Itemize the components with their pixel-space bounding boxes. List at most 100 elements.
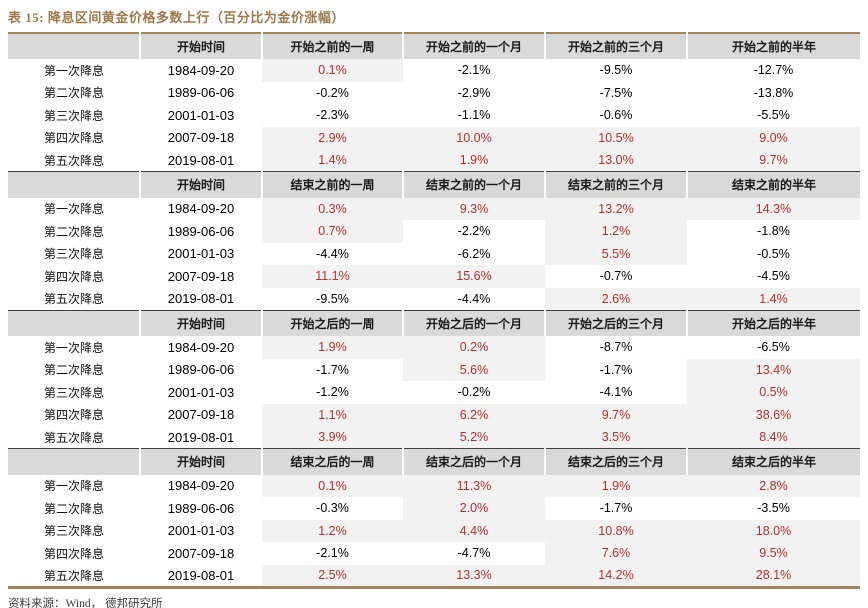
value-cell: 0.7% <box>262 220 403 243</box>
header-cell: 开始时间 <box>139 309 262 336</box>
value-cell: 1.9% <box>545 474 687 497</box>
table-row: 第一次降息 1984-09-20 1.9% 0.2% -8.7% -6.5% <box>8 336 860 359</box>
value-cell: 2.8% <box>687 474 860 497</box>
header-cell-blank <box>8 448 140 475</box>
section-1-header-row: 开始时间 开始之前的一周 开始之前的一个月 开始之前的三个月 开始之前的半年 <box>8 32 860 59</box>
value-cell: -9.5% <box>599 63 633 78</box>
start-date-cell: 2007-09-18 <box>167 407 235 423</box>
value-cell: 1.4% <box>262 149 403 172</box>
row-label: 第四次降息 <box>43 546 104 561</box>
value-cell: -2.9% <box>457 85 491 100</box>
row-label: 第一次降息 <box>43 479 104 494</box>
row-label: 第二次降息 <box>43 86 104 101</box>
value-cell: -7.5% <box>599 85 633 100</box>
row-label: 第三次降息 <box>43 385 104 400</box>
row-label: 第二次降息 <box>43 501 104 516</box>
value-cell: -6.5% <box>757 340 790 355</box>
start-date-cell: 2019-08-01 <box>167 429 235 445</box>
value-cell: 5.5% <box>545 242 687 265</box>
header-cell: 开始时间 <box>139 171 262 198</box>
value-cell: 11.3% <box>403 474 545 497</box>
table-row: 第二次降息 1989-06-06 0.7% -2.2% 1.2% -1.8% <box>8 220 860 243</box>
value-cell: -1.8% <box>757 224 790 239</box>
value-cell: 28.1% <box>687 564 860 587</box>
value-cell: 1.9% <box>403 149 545 172</box>
value-cell: -0.2% <box>457 385 491 400</box>
value-cell: 1.9% <box>262 336 403 359</box>
value-cell: -2.1% <box>316 546 349 561</box>
start-date-cell: 1984-09-20 <box>167 339 235 355</box>
row-label: 第四次降息 <box>43 269 104 284</box>
value-cell: 0.2% <box>403 336 545 359</box>
value-cell: 0.5% <box>687 381 860 404</box>
value-cell: 7.6% <box>545 542 687 565</box>
header-cell: 开始之前的三个月 <box>544 32 687 59</box>
value-cell: 10.0% <box>403 126 545 149</box>
value-cell: -8.7% <box>599 340 633 355</box>
value-cell: -2.3% <box>316 108 349 123</box>
row-label: 第二次降息 <box>43 224 104 239</box>
value-cell: 1.4% <box>687 287 860 310</box>
value-cell: 9.0% <box>687 126 860 149</box>
section-2-header-row: 开始时间 结束之前的一周 结束之前的一个月 结束之前的三个月 结束之前的半年 <box>8 171 860 198</box>
header-cell: 结束之前的一周 <box>261 171 403 198</box>
value-cell: 13.3% <box>403 564 545 587</box>
table-row: 第四次降息 2007-09-18 -2.1% -4.7% 7.6% 9.5% <box>8 542 860 565</box>
section-4-header-row: 开始时间 结束之后的一周 结束之后的一个月 结束之后的三个月 结束之后的半年 <box>8 448 860 475</box>
value-cell: -1.2% <box>316 385 349 400</box>
value-cell: -4.4% <box>316 246 349 261</box>
table-row: 第二次降息 1989-06-06 -1.7% 5.6% -1.7% 13.4% <box>8 358 860 381</box>
value-cell: 38.6% <box>687 403 860 426</box>
row-label: 第五次降息 <box>43 430 104 445</box>
row-label: 第五次降息 <box>43 568 104 583</box>
row-label: 第五次降息 <box>43 153 104 168</box>
value-cell: -0.2% <box>316 85 349 100</box>
value-cell: 14.2% <box>545 564 687 587</box>
table-row: 第三次降息 2001-01-03 1.2% 4.4% 10.8% 18.0% <box>8 519 860 542</box>
header-cell: 结束之前的三个月 <box>544 171 687 198</box>
value-cell: 15.6% <box>403 265 545 288</box>
value-cell: 6.2% <box>403 403 545 426</box>
value-cell: 1.2% <box>262 519 403 542</box>
header-cell: 开始之前的一周 <box>261 32 403 59</box>
start-date-cell: 1989-06-06 <box>167 362 235 378</box>
value-cell: -4.7% <box>457 546 491 561</box>
row-label: 第四次降息 <box>43 408 104 423</box>
value-cell: -12.7% <box>753 63 794 78</box>
value-cell: 14.3% <box>687 197 860 220</box>
header-cell: 开始之后的三个月 <box>544 309 687 336</box>
value-cell: -4.5% <box>757 269 790 284</box>
start-date-cell: 2007-09-18 <box>167 130 235 146</box>
section-3-header-row: 开始时间 开始之后的一周 开始之后的一个月 开始之后的三个月 开始之后的半年 <box>8 309 860 336</box>
start-date-cell: 1984-09-20 <box>167 62 235 78</box>
value-cell: -6.2% <box>457 246 491 261</box>
value-cell: 9.5% <box>687 542 860 565</box>
value-cell: -0.6% <box>599 108 633 123</box>
table-row: 第四次降息 2007-09-18 11.1% 15.6% -0.7% -4.5% <box>8 265 860 288</box>
value-cell: 13.2% <box>545 197 687 220</box>
start-date-cell: 2001-01-03 <box>167 107 235 123</box>
header-cell: 开始时间 <box>139 448 262 475</box>
start-date-cell: 2019-08-01 <box>167 152 235 168</box>
value-cell: -2.1% <box>457 63 491 78</box>
value-cell: 11.1% <box>262 265 403 288</box>
row-label: 第一次降息 <box>43 202 104 217</box>
table-row: 第四次降息 2007-09-18 2.9% 10.0% 10.5% 9.0% <box>8 126 860 149</box>
table-body: 开始时间 开始之前的一周 开始之前的一个月 开始之前的三个月 开始之前的半年 第一次降息 1… <box>8 32 860 587</box>
start-date-cell: 2007-09-18 <box>167 545 235 561</box>
start-date-cell: 1989-06-06 <box>167 85 235 101</box>
header-cell: 结束之后的一个月 <box>402 448 545 475</box>
row-label: 第四次降息 <box>43 131 104 146</box>
start-date-cell: 1989-06-06 <box>167 500 235 516</box>
value-cell: 1.2% <box>545 220 687 243</box>
value-cell: -4.4% <box>457 291 491 306</box>
header-cell: 结束之后的一周 <box>261 448 403 475</box>
header-cell: 开始之后的一周 <box>261 309 403 336</box>
table-row: 第一次降息 1984-09-20 0.1% 11.3% 1.9% 2.8% <box>8 474 860 497</box>
header-cell: 开始之前的半年 <box>686 32 860 59</box>
value-cell: 2.9% <box>262 126 403 149</box>
row-label: 第三次降息 <box>43 524 104 539</box>
value-cell: -13.8% <box>753 85 794 100</box>
header-cell-blank <box>8 309 140 336</box>
